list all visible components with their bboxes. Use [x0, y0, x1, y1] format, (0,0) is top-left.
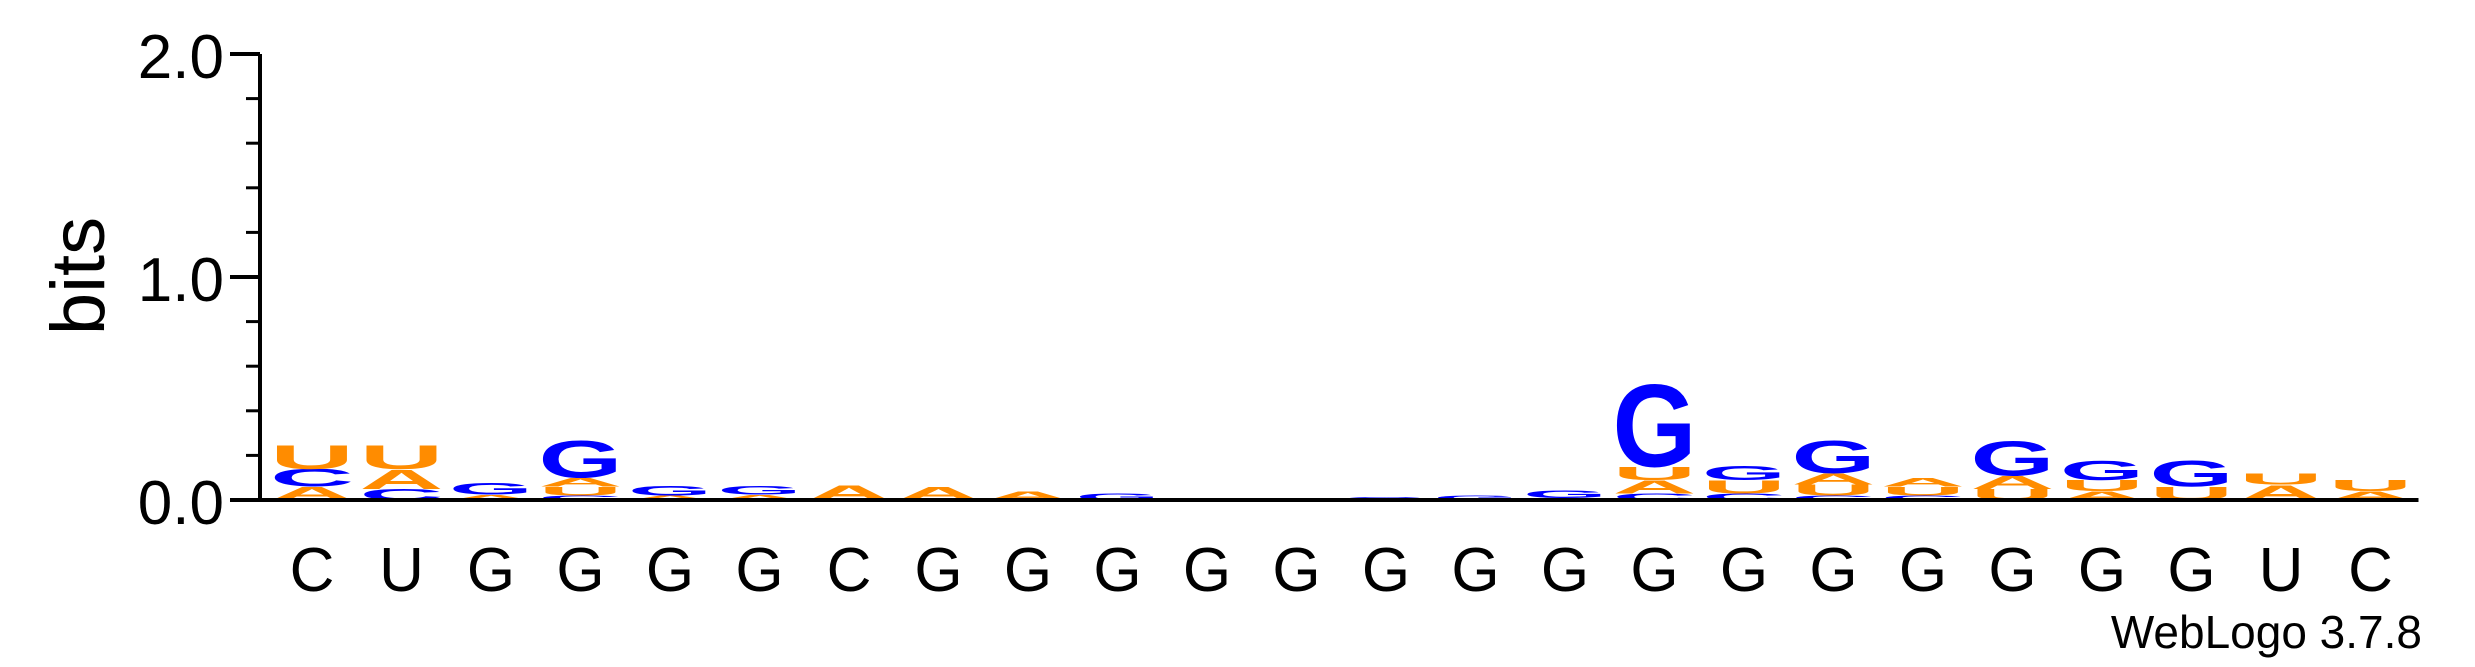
x-tick-label: G — [1004, 536, 1052, 605]
logo-letter-U: U — [359, 438, 443, 476]
logo-letter-A: A — [718, 493, 802, 502]
x-tick-label: C — [290, 536, 335, 605]
x-tick-label: G — [2078, 536, 2126, 605]
logo-letter-A: A — [1612, 477, 1696, 498]
logo-letter-U: U — [1612, 463, 1696, 484]
logo-letter-G: G — [1076, 492, 1160, 502]
logo-letter-C: C — [538, 494, 622, 501]
logo-letter-G: G — [1702, 462, 1786, 484]
logo-letter-U: U — [1702, 477, 1786, 498]
x-tick-label: G — [1362, 536, 1410, 605]
x-tick-label: G — [1541, 536, 1589, 605]
y-tick-label: 0.0 — [138, 469, 224, 538]
x-tick-label: G — [1451, 536, 1499, 605]
x-tick-label: G — [914, 536, 962, 605]
weblogo-credit: WebLogo 3.7.8 — [2111, 606, 2422, 658]
y-axis-label: bits — [36, 217, 121, 335]
x-tick-label: G — [646, 536, 694, 605]
logo-letter-G: G — [1612, 360, 1696, 491]
y-tick-label: 1.0 — [138, 246, 224, 315]
x-tick-label: G — [735, 536, 783, 605]
logo-letter-C: C — [1881, 494, 1965, 501]
logo-letter-G: G — [2060, 455, 2144, 486]
x-tick-label: C — [2348, 536, 2393, 605]
axes: 0.01.02.0C U G G G G C G G G G G G G G G G G G G G G U C — [138, 23, 2419, 605]
x-tick-label: G — [1183, 536, 1231, 605]
x-tick-label: C — [827, 536, 872, 605]
logo-letter-U: U — [1791, 482, 1875, 499]
logo-letter-G: G — [1433, 494, 1517, 501]
logo-letter-A: A — [1791, 470, 1875, 487]
x-tick-label: G — [1630, 536, 1678, 605]
x-tick-label: G — [467, 536, 515, 605]
y-tick-label: 2.0 — [138, 23, 224, 92]
logo-letter-G: G — [449, 479, 533, 498]
logo-letter-U: U — [2239, 470, 2323, 487]
logo-letter-U: U — [270, 438, 354, 476]
logo-letter-C: C — [1612, 492, 1696, 502]
logo-letter-G: G — [1523, 488, 1607, 500]
letter-stacks: ACUCAUAGCUAGAGAGAAAGGGGGAGCAUGCUGCUAGCUA… — [270, 360, 2413, 504]
x-tick-label: G — [1809, 536, 1857, 605]
logo-letter-A: A — [1970, 472, 2054, 493]
logo-letter-A: A — [360, 463, 444, 494]
x-tick-label: G — [556, 536, 604, 605]
logo-letter-G: G — [1971, 431, 2055, 486]
x-tick-label: G — [1272, 536, 1320, 605]
logo-letter-U: U — [1881, 484, 1965, 498]
logo-letter-A: A — [628, 494, 712, 501]
logo-letter-U: U — [2060, 477, 2144, 494]
x-tick-label: G — [1899, 536, 1947, 605]
logo-letter-G: G — [2150, 453, 2234, 494]
x-tick-label: G — [2167, 536, 2215, 605]
logo-letter-A: A — [539, 475, 623, 489]
logo-letter-A: A — [1881, 475, 1965, 489]
logo-letter-C: C — [1791, 494, 1875, 501]
logo-letter-G: G — [1791, 431, 1875, 483]
logo-letter-G: G — [539, 431, 623, 490]
logo-letter-U: U — [539, 484, 623, 498]
x-tick-label: G — [1988, 536, 2036, 605]
logo-letter-U: U — [2328, 477, 2412, 494]
logo-letter-C: C — [270, 464, 354, 492]
x-tick-label: G — [1720, 536, 1768, 605]
x-tick-label: U — [379, 536, 424, 605]
logo-letter-A: A — [449, 493, 533, 502]
logo-letter-C: C — [1702, 492, 1786, 502]
logo-letter-G: G — [628, 483, 712, 499]
x-tick-label: G — [1093, 536, 1141, 605]
x-tick-label: U — [2259, 536, 2304, 605]
logo-letter-G: G — [717, 483, 801, 497]
